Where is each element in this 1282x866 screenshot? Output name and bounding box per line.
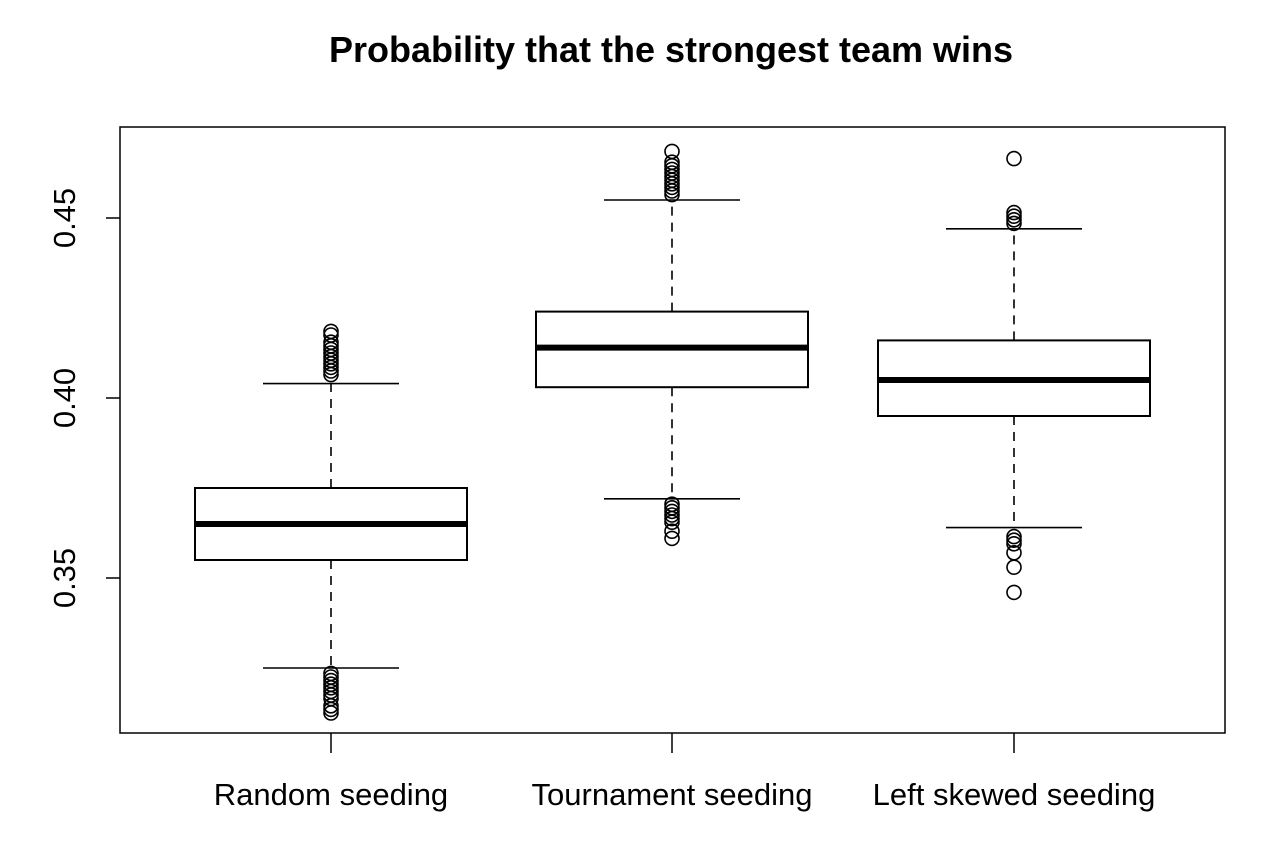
outlier-point [664, 530, 680, 547]
y-tick-label: 0.35 [47, 548, 82, 608]
outlier-point [664, 507, 680, 523]
outlier-point [1006, 532, 1022, 549]
y-axis: 0.35 0.40 0.45 [47, 188, 120, 608]
outlier-point [664, 499, 680, 516]
outlier-point [323, 669, 339, 685]
y-tick-label: 0.40 [47, 368, 82, 428]
box-group [535, 143, 809, 547]
outlier-point [664, 496, 680, 513]
outlier-point [1006, 212, 1022, 228]
outlier-point [323, 345, 339, 361]
outlier-point [664, 161, 680, 178]
outlier-point [664, 165, 680, 181]
x-tick-label: Left skewed seeding [873, 777, 1156, 812]
outlier-point [1006, 559, 1022, 576]
outlier-point [323, 327, 339, 343]
outlier-point [323, 672, 339, 689]
outlier-point [664, 143, 680, 160]
outlier-point [323, 676, 339, 693]
outlier-point [1006, 535, 1022, 552]
x-tick-label: Tournament seeding [532, 777, 813, 812]
outlier-point [323, 323, 339, 340]
outlier-point [1006, 208, 1022, 224]
outlier-point [323, 334, 339, 351]
outlier-point [664, 503, 680, 520]
box-group [194, 323, 468, 721]
outlier-point [1006, 544, 1022, 561]
outlier-point [1006, 204, 1022, 221]
box-group [877, 150, 1151, 601]
outlier-point [323, 665, 339, 682]
plot-frame [119, 126, 1226, 734]
boxes-layer [194, 143, 1151, 721]
chart-title: Probability that the strongest team wins [329, 29, 1013, 70]
x-tick-label: Random seeding [214, 777, 448, 812]
outlier-point [1006, 584, 1022, 601]
outlier-point [1006, 528, 1022, 545]
y-tick-label: 0.45 [47, 188, 82, 248]
outlier-point [1006, 150, 1022, 167]
outlier-point [664, 154, 680, 170]
outlier-point [664, 523, 680, 540]
x-axis: Random seeding Tournament seeding Left ske… [214, 733, 1156, 812]
outlier-point [1006, 215, 1022, 232]
